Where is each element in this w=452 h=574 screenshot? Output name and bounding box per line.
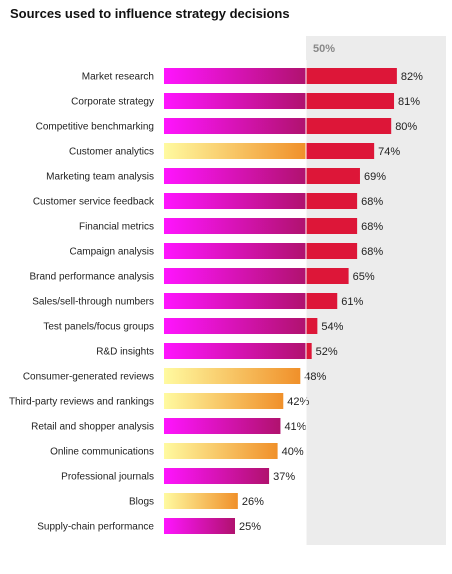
value-label-competitive-benchmarking: 80%	[395, 121, 417, 133]
value-label-consumer-generated-reviews: 48%	[304, 371, 326, 383]
value-label-market-research: 82%	[401, 71, 423, 83]
bar-campaign-analysis	[164, 243, 306, 259]
category-label-market-research: Market research	[82, 72, 154, 83]
bar-above-reference-marketing-team-analysis	[306, 168, 360, 184]
bar-consumer-generated-reviews	[164, 368, 301, 384]
value-label-financial-metrics: 68%	[361, 221, 383, 233]
value-label-campaign-analysis: 68%	[361, 246, 383, 258]
bar-above-reference-customer-service-feedback	[306, 193, 358, 209]
bar-competitive-benchmarking	[164, 118, 306, 134]
bar-r-d-insights	[164, 343, 306, 359]
category-label-consumer-generated-reviews: Consumer-generated reviews	[23, 372, 154, 383]
bar-test-panels-focus-groups	[164, 318, 306, 334]
bars-layer: Market research 82% Corporate strategy 81% C…	[9, 68, 423, 534]
value-label-r-d-insights: 52%	[316, 346, 338, 358]
value-label-sales-sell-through-numbers: 61%	[341, 296, 363, 308]
bar-market-research	[164, 68, 306, 84]
category-label-customer-analytics: Customer analytics	[69, 147, 154, 158]
bar-above-reference-sales-sell-through-numbers	[306, 293, 338, 309]
value-label-brand-performance-analysis: 65%	[353, 271, 375, 283]
bar-customer-analytics	[164, 143, 306, 159]
value-label-test-panels-focus-groups: 54%	[321, 321, 343, 333]
category-label-supply-chain-performance: Supply-chain performance	[37, 522, 154, 533]
category-label-campaign-analysis: Campaign analysis	[70, 247, 155, 258]
category-label-competitive-benchmarking: Competitive benchmarking	[36, 122, 154, 133]
bar-marketing-team-analysis	[164, 168, 306, 184]
bar-supply-chain-performance	[164, 518, 235, 534]
value-label-marketing-team-analysis: 69%	[364, 171, 386, 183]
category-label-sales-sell-through-numbers: Sales/sell-through numbers	[32, 297, 154, 308]
value-label-professional-journals: 37%	[273, 471, 295, 483]
category-label-brand-performance-analysis: Brand performance analysis	[29, 272, 154, 283]
bar-above-reference-market-research	[306, 68, 397, 84]
value-label-supply-chain-performance: 25%	[239, 521, 261, 533]
bar-sales-sell-through-numbers	[164, 293, 306, 309]
bar-above-reference-r-d-insights	[306, 343, 312, 359]
bar-third-party-reviews-and-rankings	[164, 393, 284, 409]
bar-professional-journals	[164, 468, 270, 484]
bar-corporate-strategy	[164, 93, 306, 109]
bar-above-reference-campaign-analysis	[306, 243, 358, 259]
value-label-online-communications: 40%	[282, 446, 304, 458]
bar-above-reference-financial-metrics	[306, 218, 358, 234]
bar-above-reference-corporate-strategy	[306, 93, 395, 109]
category-label-online-communications: Online communications	[50, 447, 154, 458]
bar-above-reference-competitive-benchmarking	[306, 118, 392, 134]
value-label-retail-and-shopper-analysis: 41%	[284, 421, 306, 433]
category-label-marketing-team-analysis: Marketing team analysis	[46, 172, 154, 183]
bar-above-reference-customer-analytics	[306, 143, 375, 159]
bar-above-reference-test-panels-focus-groups	[306, 318, 318, 334]
category-label-third-party-reviews-and-rankings: Third-party reviews and rankings	[9, 397, 154, 408]
category-label-blogs: Blogs	[129, 497, 154, 508]
category-label-financial-metrics: Financial metrics	[79, 222, 154, 233]
value-label-blogs: 26%	[242, 496, 264, 508]
bar-above-reference-brand-performance-analysis	[306, 268, 349, 284]
reference-band	[306, 36, 446, 545]
value-label-customer-analytics: 74%	[378, 146, 400, 158]
reference-label: 50%	[313, 43, 335, 55]
category-label-professional-journals: Professional journals	[61, 472, 154, 483]
category-label-r-d-insights: R&D insights	[96, 347, 154, 358]
bar-blogs	[164, 493, 238, 509]
bar-financial-metrics	[164, 218, 306, 234]
bar-retail-and-shopper-analysis	[164, 418, 281, 434]
chart-title: Sources used to influence strategy decis…	[10, 6, 290, 21]
category-label-corporate-strategy: Corporate strategy	[71, 97, 154, 108]
bar-brand-performance-analysis	[164, 268, 306, 284]
value-label-customer-service-feedback: 68%	[361, 196, 383, 208]
category-label-retail-and-shopper-analysis: Retail and shopper analysis	[31, 422, 154, 433]
value-label-corporate-strategy: 81%	[398, 96, 420, 108]
value-label-third-party-reviews-and-rankings: 42%	[287, 396, 309, 408]
bar-online-communications	[164, 443, 278, 459]
bar-customer-service-feedback	[164, 193, 306, 209]
category-label-test-panels-focus-groups: Test panels/focus groups	[43, 322, 154, 333]
category-label-customer-service-feedback: Customer service feedback	[33, 197, 155, 208]
